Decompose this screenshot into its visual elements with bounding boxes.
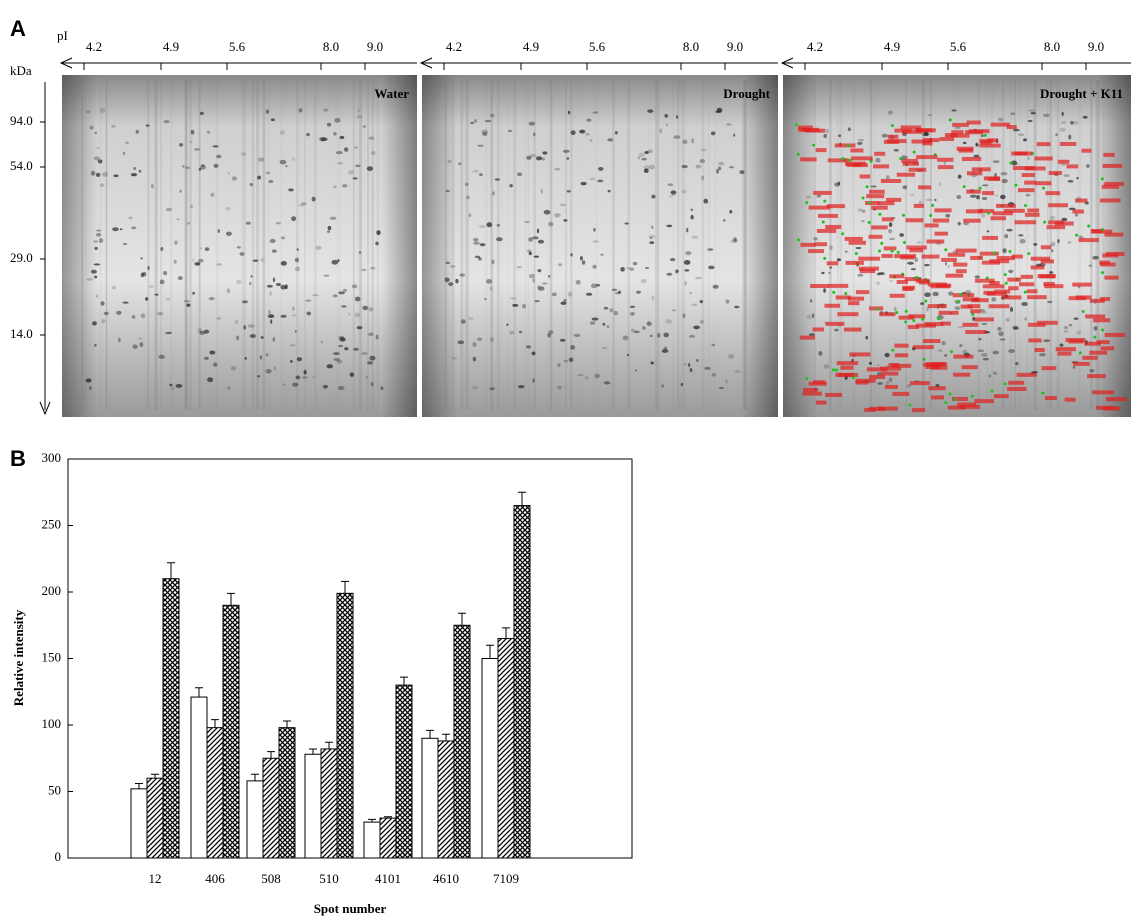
error-bar [426,729,434,739]
pi-tick-label: 5.6 [229,39,246,54]
y-tick-label: 200 [42,583,62,598]
y-axis-label: Relative intensity [11,609,26,706]
error-bar [309,748,317,755]
mass-tick-label: 54.0 [10,158,33,173]
mass-tick-label: 94.0 [10,113,33,128]
pi-arrow [59,57,73,69]
mass-arrow [39,401,51,416]
y-tick-label: 50 [48,782,61,797]
y-tick-label: 150 [42,649,62,664]
error-bar [151,773,159,779]
pi-tick-label: 4.2 [807,39,823,54]
error-bar [400,676,408,686]
bar [304,753,322,859]
error-bar [135,783,143,789]
gel-edge [62,75,417,417]
bar [513,505,531,859]
bar [336,592,354,859]
error-bar [384,816,392,819]
x-tick-label: 4610 [433,871,459,886]
bar [130,788,148,859]
error-bar [283,720,291,728]
x-tick-label: 7109 [493,871,519,886]
y-tick-label: 250 [42,516,62,531]
mass-tick-label: 14.0 [10,326,33,341]
error-bar [267,751,275,759]
pi-tick-label: 4.9 [163,39,179,54]
pi-tick-label: 9.0 [367,39,383,54]
bar [190,696,208,859]
y-tick-label: 0 [55,849,62,864]
pi-tick-label: 8.0 [683,39,699,54]
bar [379,817,397,859]
gel-title: Drought + K11 [1040,86,1123,101]
pi-tick-label: 9.0 [727,39,743,54]
bar [146,777,164,859]
panel-label: A [10,16,26,41]
bar [206,727,224,859]
error-bar [195,687,203,698]
pi-arrow [780,57,794,69]
error-bar [442,733,450,741]
error-bar [486,644,494,659]
mass-tick-label: 29.0 [10,250,33,265]
x-axis-label: Spot number [314,901,387,916]
bar [437,740,455,859]
pi-tick-label: 9.0 [1088,39,1104,54]
error-bar [227,592,235,606]
bar [421,737,439,859]
error-bar [211,719,219,728]
bar [320,748,338,859]
error-bar [502,627,510,639]
bar [278,727,296,859]
bar [363,821,381,859]
mass-label: kDa [10,63,32,78]
gel-title: Drought [723,86,770,101]
error-bar [458,612,466,626]
x-tick-label: 4101 [375,871,401,886]
x-tick-label: 406 [205,871,225,886]
pi-label: pI [57,28,68,43]
pi-tick-label: 4.9 [884,39,900,54]
pi-tick-label: 4.2 [86,39,102,54]
pi-tick-label: 5.6 [589,39,606,54]
pi-arrow [419,57,433,69]
y-tick-label: 100 [42,716,62,731]
bar [222,604,240,859]
bar [453,624,471,859]
bar [497,638,515,859]
bar [481,658,499,859]
gel-edge [422,75,778,417]
error-bar [325,741,333,749]
y-tick-label: 300 [42,450,62,465]
pi-tick-label: 4.2 [446,39,462,54]
error-bar [368,818,376,823]
pi-tick-label: 8.0 [323,39,339,54]
error-bar [167,562,175,579]
x-tick-label: 510 [319,871,339,886]
bar [395,684,413,859]
panel-label: B [10,446,26,471]
bar [262,757,280,859]
bar [162,578,180,859]
pi-tick-label: 8.0 [1044,39,1060,54]
pi-tick-label: 5.6 [950,39,967,54]
error-bar [251,773,259,781]
gel-title: Water [374,86,409,101]
x-tick-label: 12 [149,871,162,886]
bar [246,780,264,859]
error-bar [518,491,526,506]
error-bar [341,580,349,594]
pi-tick-label: 4.9 [523,39,539,54]
x-tick-label: 508 [261,871,281,886]
